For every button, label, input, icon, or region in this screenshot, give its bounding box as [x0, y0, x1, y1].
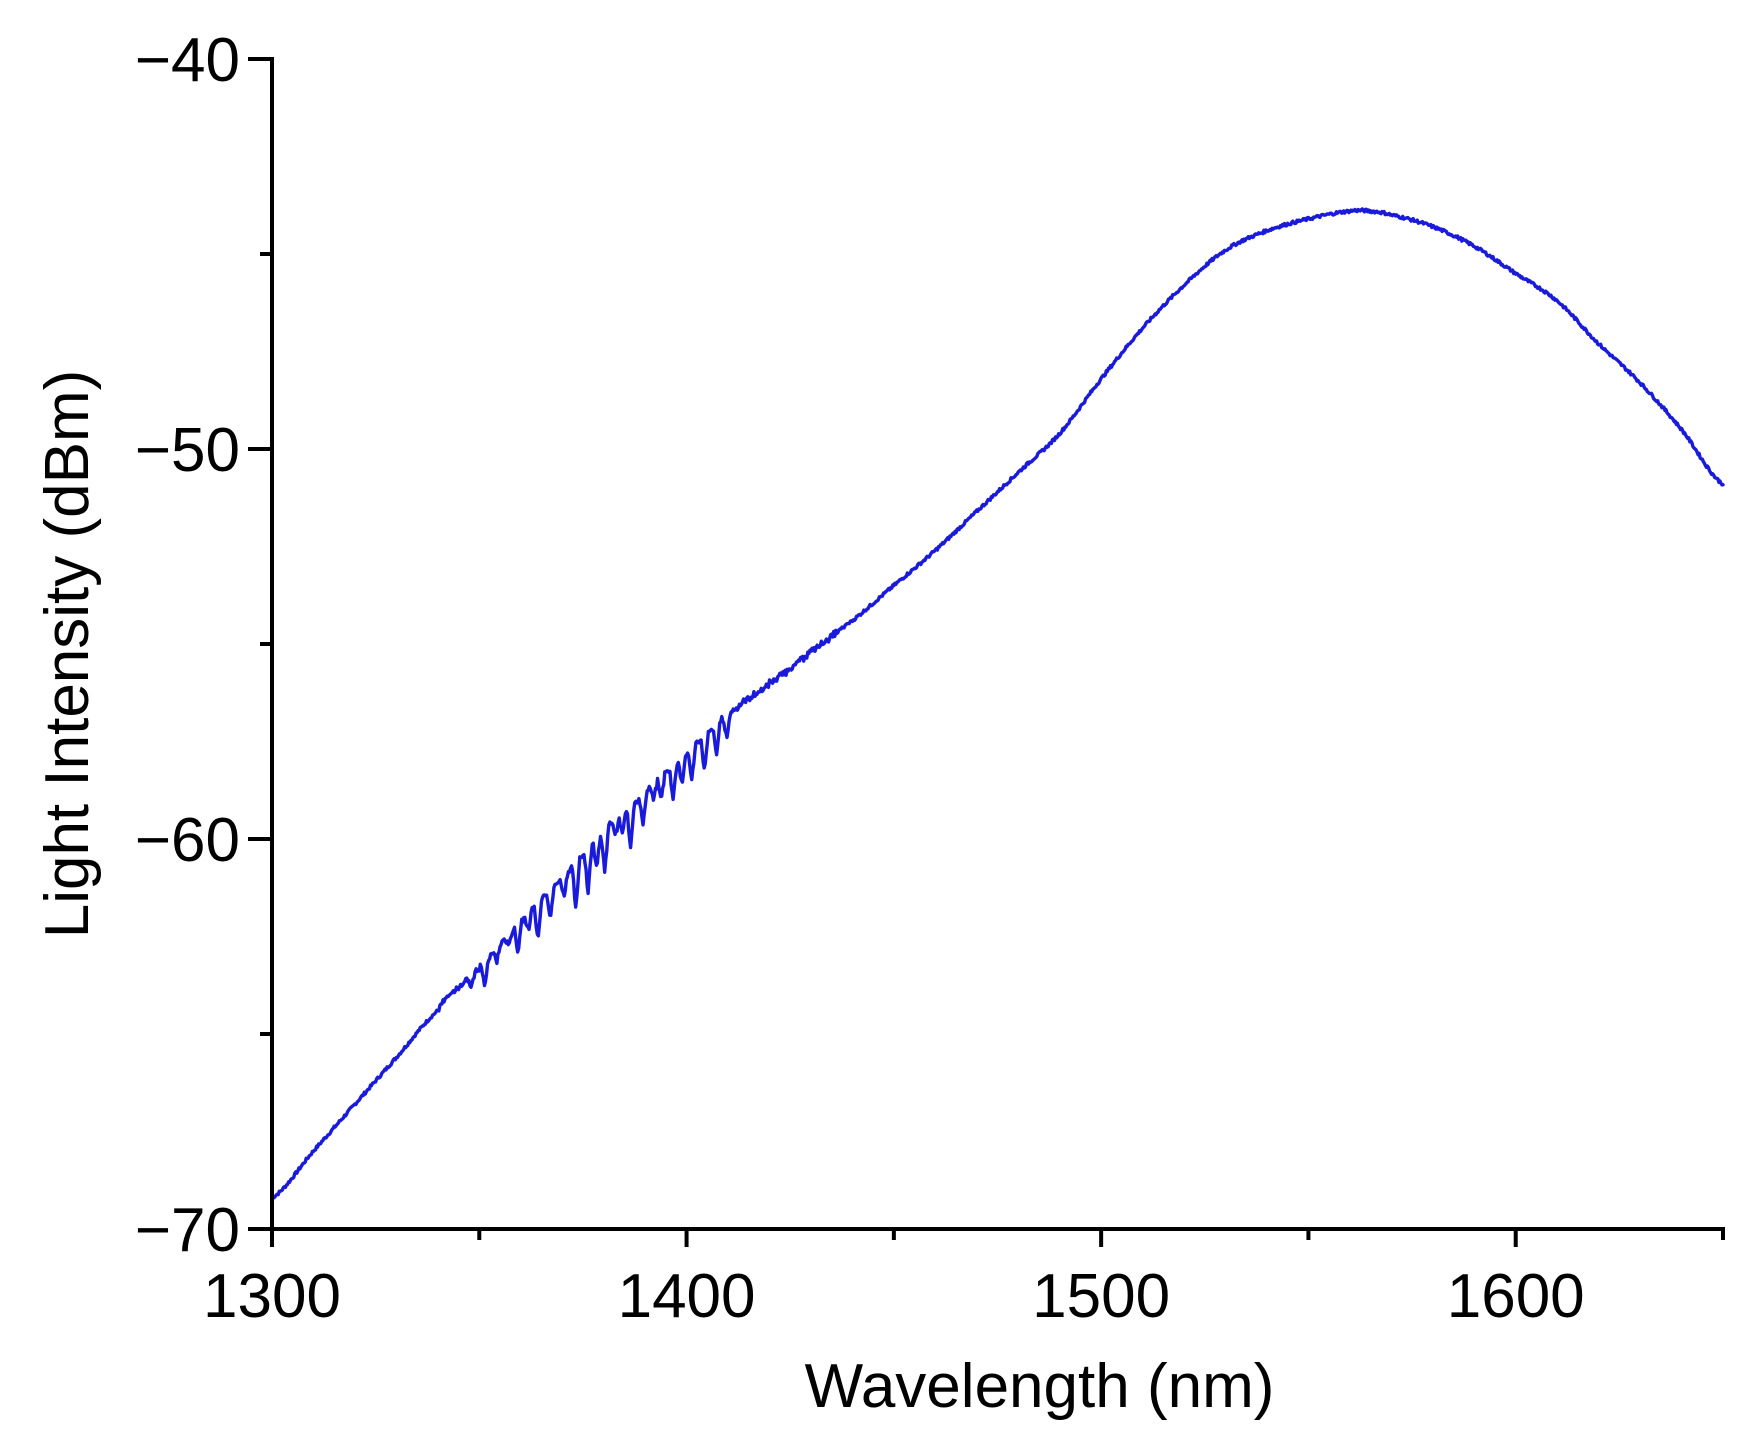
y-tick-label: −70: [135, 1196, 240, 1265]
x-tick-label: 1500: [1032, 1262, 1170, 1331]
y-tick-label: −50: [135, 416, 240, 485]
plot-area: [270, 207, 1725, 1200]
x-tick-label: 1600: [1447, 1262, 1585, 1331]
x-axis-ticks: 1300 1400 1500 1600: [203, 1229, 1725, 1331]
y-axis-ticks: −70 −60 −50 −40: [135, 26, 272, 1265]
y-tick-label: −60: [135, 806, 240, 875]
axes: 1300 1400 1500 1600 −70 −60 −50 −40: [135, 26, 1725, 1331]
spectrum-series-line: [270, 207, 1725, 1200]
x-axis-title: Wavelength (nm): [805, 1352, 1275, 1421]
y-axis-title: Light Intensity (dBm): [33, 370, 102, 939]
y-tick-label: −40: [135, 26, 240, 95]
x-tick-label: 1300: [203, 1262, 341, 1331]
x-tick-label: 1400: [618, 1262, 756, 1331]
